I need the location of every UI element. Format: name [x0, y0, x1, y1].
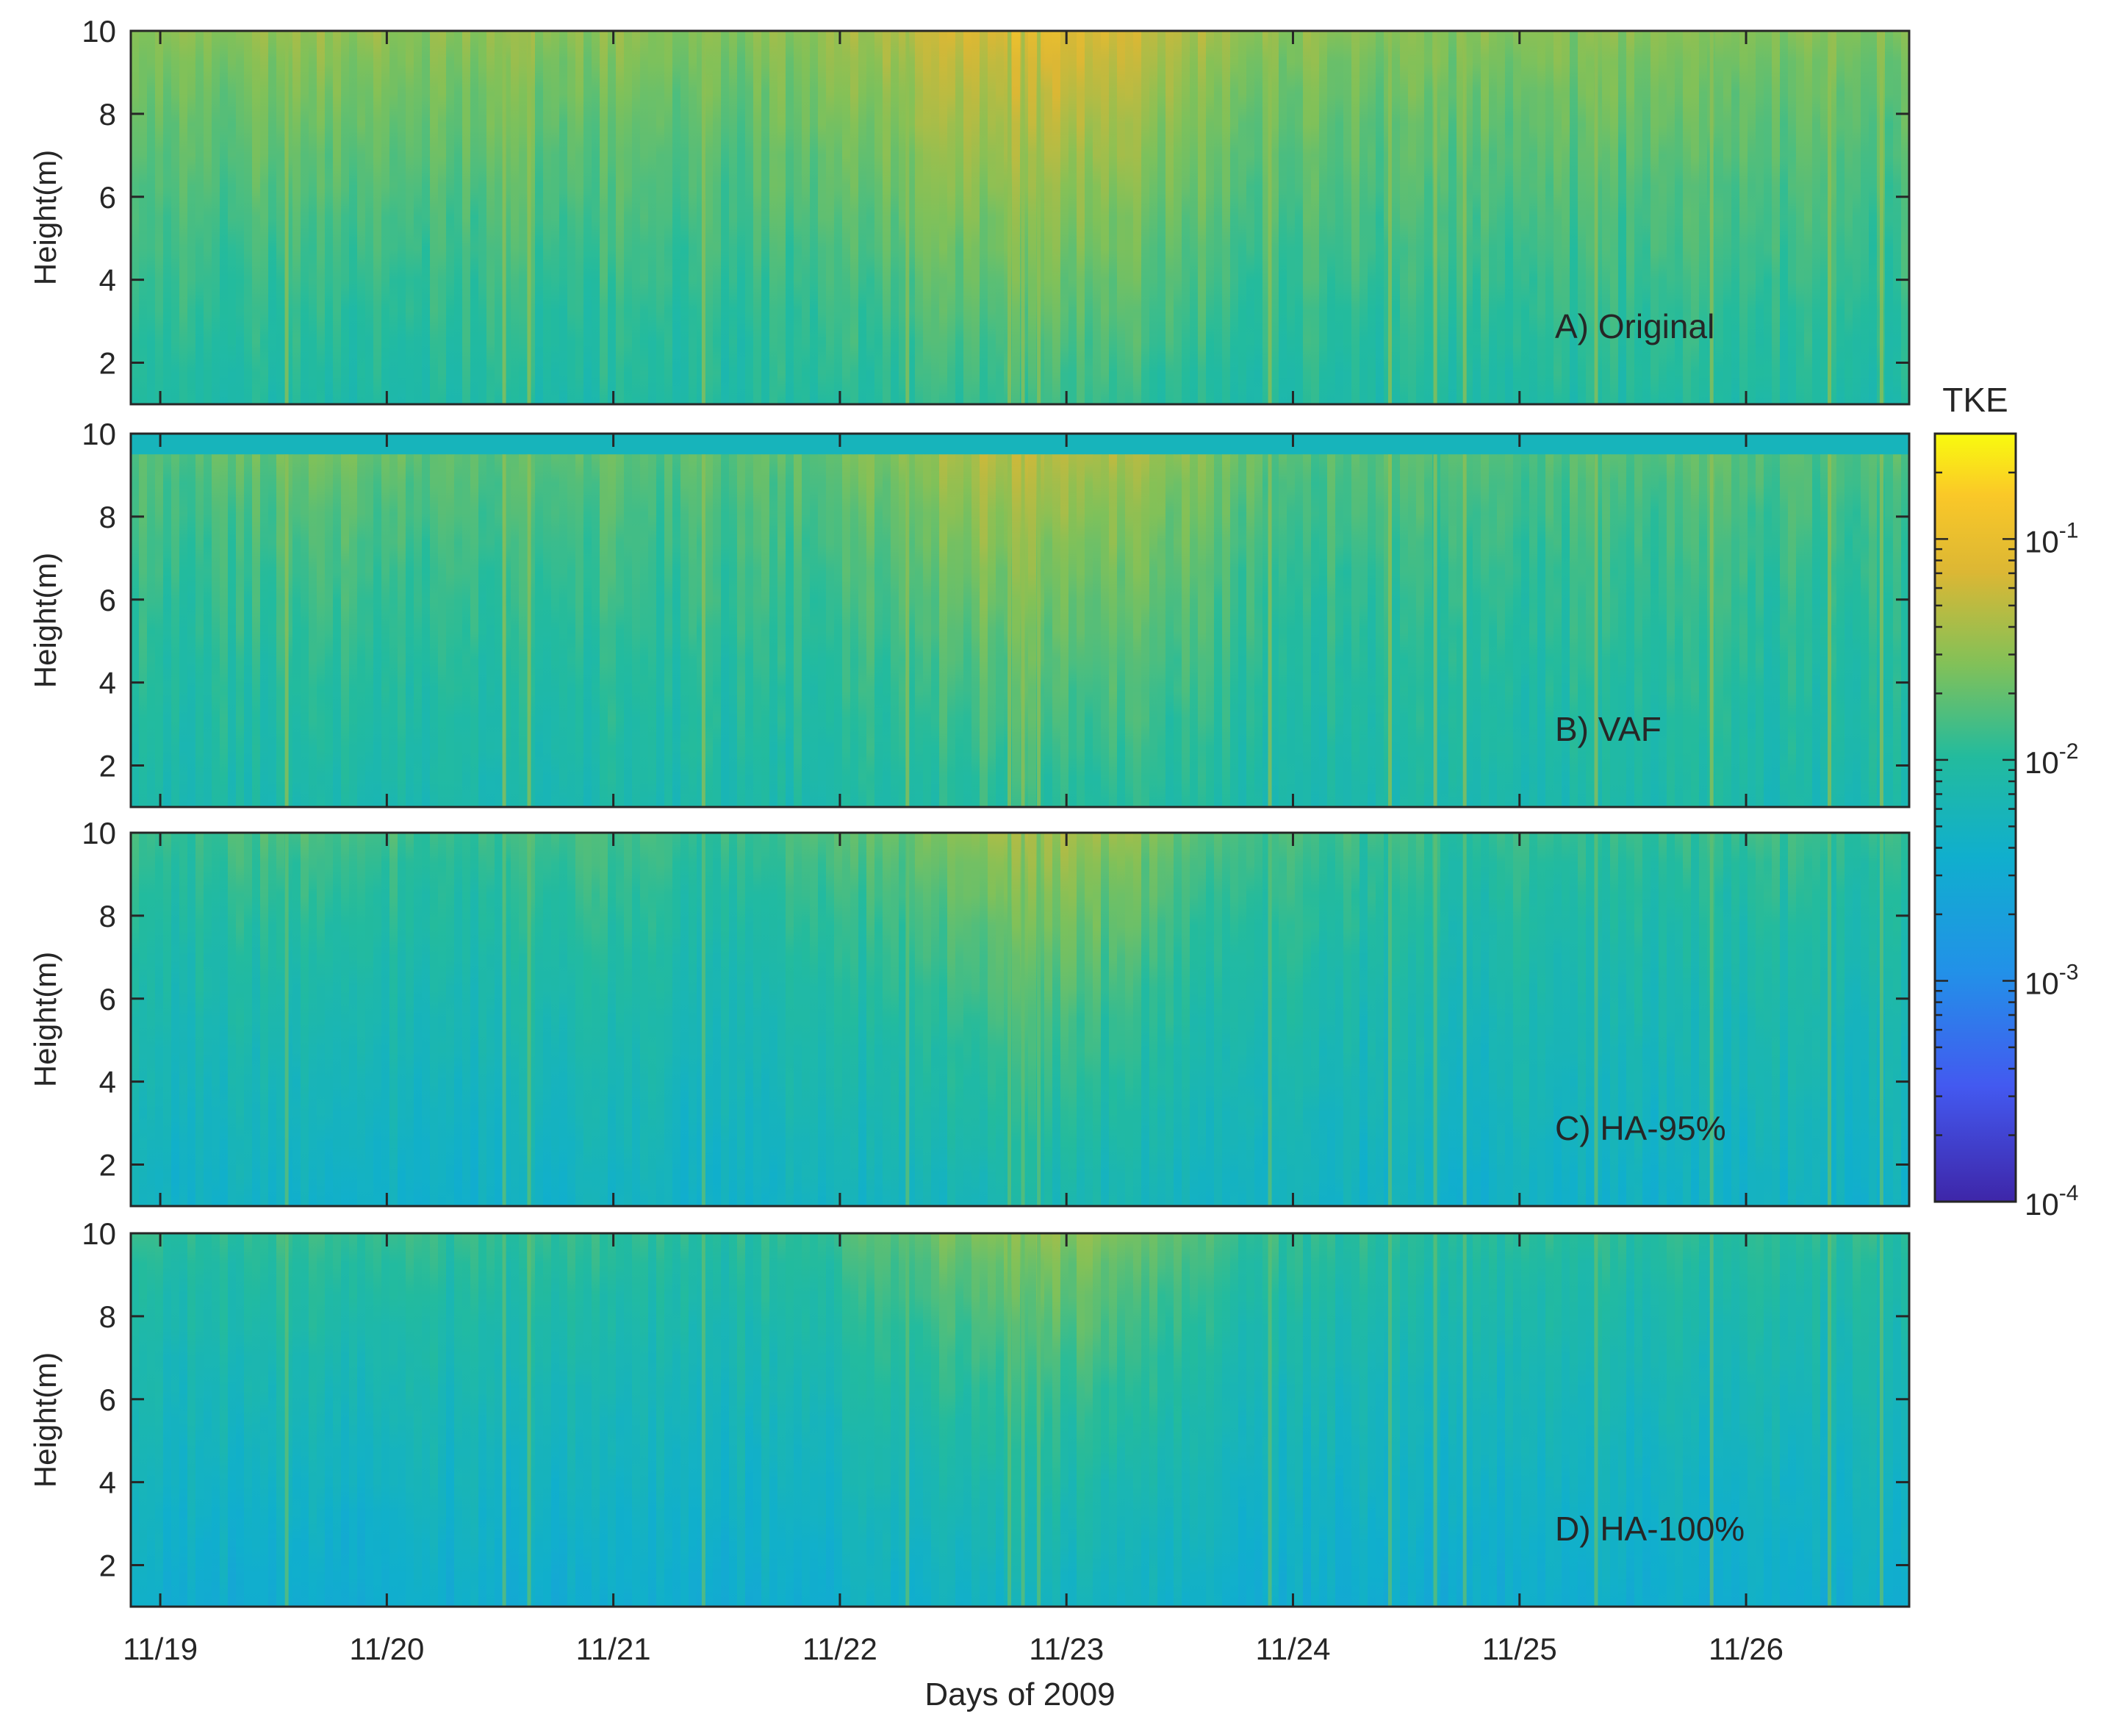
panel-a: 2 4 6 8 10 Height(m) A) Original [28, 14, 1911, 406]
y-tick-label: 4 [99, 1466, 116, 1500]
colorbar-tick-label: 10-4 [2025, 1181, 2078, 1222]
panel-b: 2 4 6 8 10 Height(m) B) VAF [28, 417, 1911, 808]
x-tick-label: 11/21 [576, 1632, 651, 1666]
y-tick-label: 6 [99, 180, 116, 215]
y-tick-label: 8 [99, 899, 116, 933]
y-tick-label: 8 [99, 1299, 116, 1334]
heatmap-panels: 2 4 6 8 10 Height(m) A) Original 2 4 6 8 10 Height(m… [28, 14, 1911, 1666]
y-tick-label: 6 [99, 982, 116, 1016]
axes-box [129, 432, 1911, 808]
colorbar-gradient [1935, 434, 2016, 1202]
colorbar-title: TKE [1942, 381, 2008, 419]
colorbar-tick-label: 10-2 [2025, 739, 2078, 780]
axes-box [129, 1232, 1911, 1608]
heatmap-cells [131, 434, 1909, 807]
x-tick-label: 11/20 [349, 1632, 424, 1666]
y-tick-label: 2 [99, 749, 116, 783]
y-tick-label: 8 [99, 500, 116, 534]
panel-label: B) VAF [1555, 710, 1662, 748]
y-axis-label: Height(m) [28, 1352, 62, 1488]
panel-c: 2 4 6 8 10 Height(m) C) HA-95% [28, 816, 1911, 1208]
panel-d: 2 4 6 8 10 Height(m) D) HA-100% [28, 1216, 1911, 1608]
heatmap-cells [131, 31, 1909, 404]
y-axis-label: Height(m) [28, 553, 62, 688]
x-tick-label: 11/22 [802, 1632, 877, 1666]
y-tick-label: 2 [99, 1148, 116, 1183]
y-tick-label: 2 [99, 346, 116, 381]
panel-label: D) HA-100% [1555, 1510, 1745, 1548]
x-tick-label: 11/23 [1029, 1632, 1104, 1666]
colorbar-tick-label: 10-3 [2025, 960, 2078, 1000]
y-axis-label: Height(m) [28, 952, 62, 1087]
y-tick-label: 10 [82, 816, 116, 850]
y-tick-label: 10 [82, 14, 116, 49]
y-tick-label: 4 [99, 1065, 116, 1100]
y-tick-label: 6 [99, 1382, 116, 1417]
y-tick-label: 4 [99, 666, 116, 700]
y-tick-label: 6 [99, 583, 116, 617]
y-tick-label: 8 [99, 97, 116, 132]
x-tick-label: 11/26 [1709, 1632, 1784, 1666]
heatmap-cells [131, 833, 1909, 1206]
y-tick-label: 10 [82, 1216, 116, 1251]
y-axis-label: Height(m) [28, 150, 62, 285]
panel-label: C) HA-95% [1555, 1109, 1726, 1147]
colorbar-tick-label: 10-1 [2025, 518, 2078, 559]
y-tick-label: 4 [99, 263, 116, 298]
panel-label: A) Original [1555, 307, 1714, 345]
x-tick-label: 11/24 [1255, 1632, 1330, 1666]
x-tick-label: 11/25 [1482, 1632, 1557, 1666]
y-tick-label: 2 [99, 1549, 116, 1583]
axes-box [129, 831, 1911, 1208]
x-axis-label: Days of 2009 [924, 1676, 1115, 1712]
y-tick-label: 10 [82, 417, 116, 451]
axes-box [129, 29, 1911, 406]
heatmap-cells [131, 1233, 1909, 1607]
x-tick-label: 11/19 [123, 1632, 198, 1666]
colorbar: TKE 10-1 10-2 10-3 10-4 [1933, 381, 2078, 1222]
